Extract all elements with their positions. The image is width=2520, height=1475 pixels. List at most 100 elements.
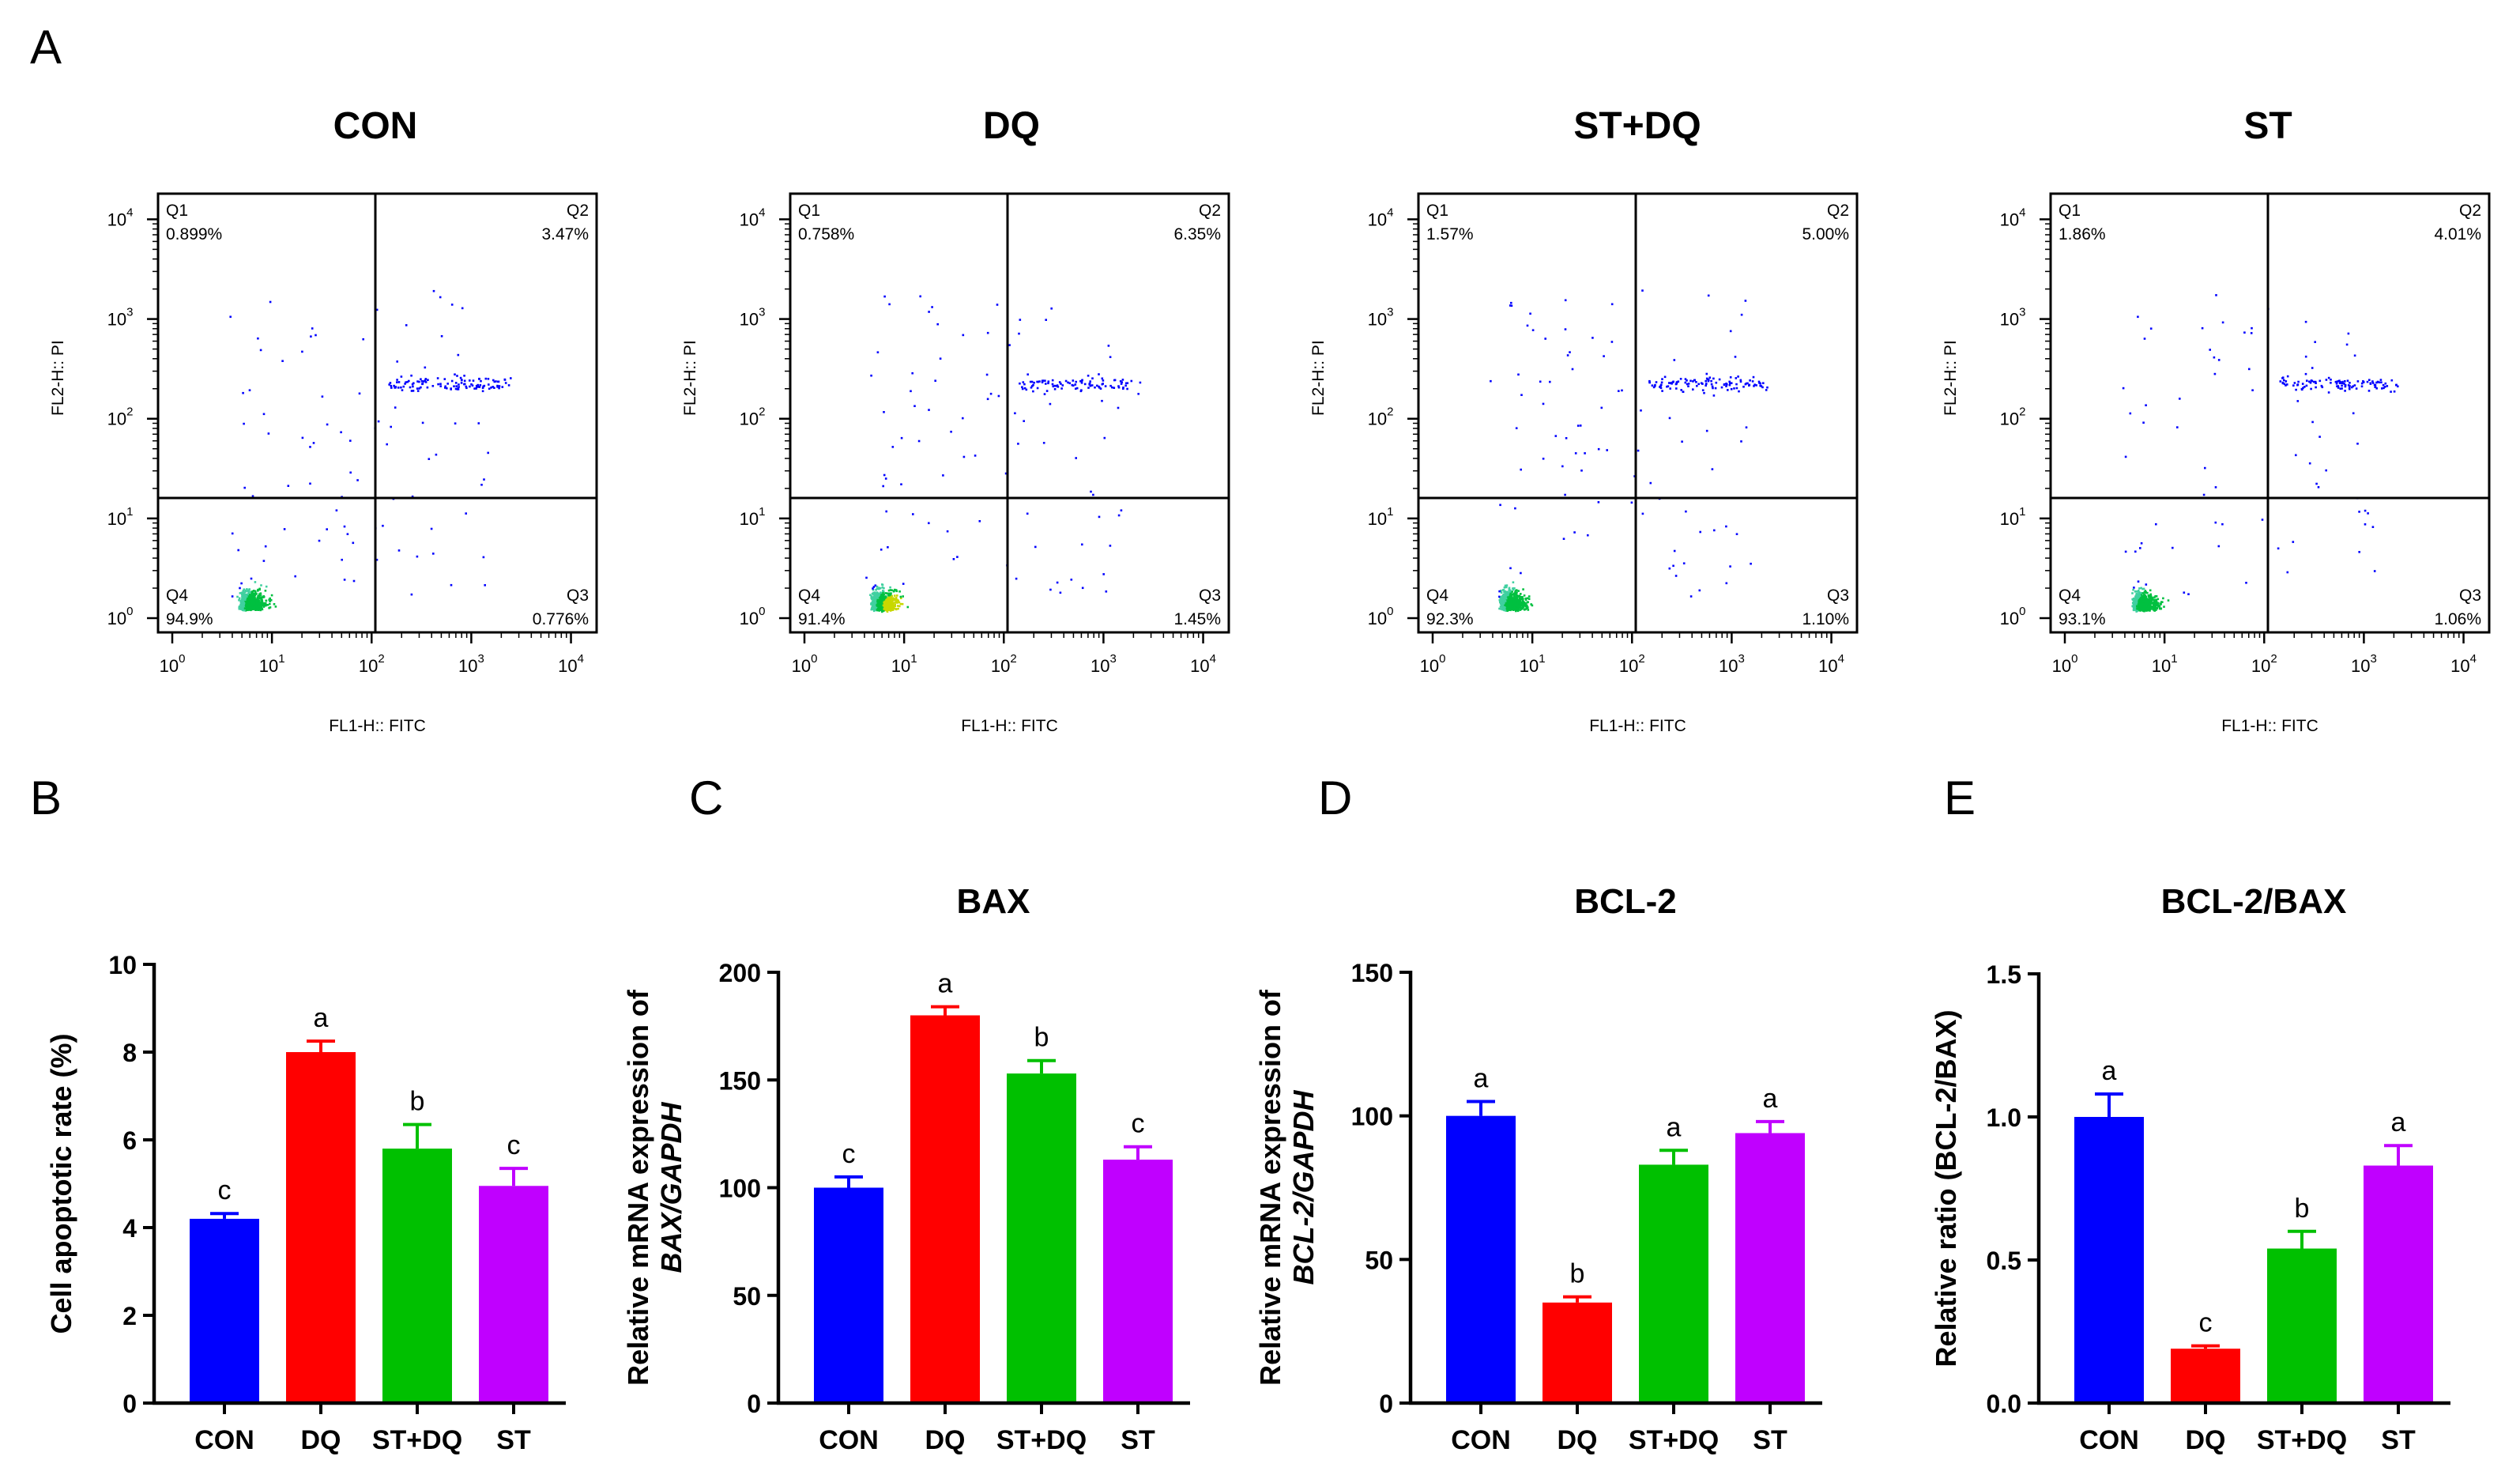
scatter-dot [2162,597,2164,600]
scatter-dot [2349,382,2351,384]
scatter-dot [884,592,887,594]
scatter-dot [902,583,905,585]
scatter-dot [1729,565,1731,568]
chart-title: BAX [957,882,1030,921]
scatter-dot [876,604,878,606]
scatter-dot [2221,321,2224,324]
scatter-dot [1098,373,1100,375]
scatter-dot [1080,379,1083,382]
bar-con [2074,1117,2144,1403]
scatter-dot [962,334,965,337]
scatter-dot [2158,607,2161,609]
scatter-dot [254,581,257,583]
scatter-dot [897,599,899,602]
scatter-dot [876,596,879,599]
scatter-dot [2122,387,2125,390]
scatter-dot [242,590,244,594]
scatter-dot [882,605,884,608]
scatter-dot [469,385,471,388]
scatter-dot [283,528,286,530]
scatter-dot [1053,384,1056,387]
y-tick-label: 104 [107,206,134,229]
scatter-dot [1760,385,1763,387]
scatter-dot [1735,533,1738,535]
y-tick-exponent: 2 [126,406,133,419]
scatter-dot [880,600,883,603]
scatter-dot [482,385,484,388]
scatter-dot [917,439,921,443]
scatter-dot [2134,601,2137,604]
scatter-dot [498,385,501,387]
y-tick-label: 0 [122,1390,137,1418]
scatter-dot [2286,571,2289,574]
scatter-dot [488,387,491,390]
scatter-dot [263,605,266,607]
scatter-dot [2338,379,2341,382]
scatter-dot [496,386,499,388]
scatter-dot [1036,387,1039,390]
scatter-dot [1091,377,1094,379]
scatter-dot [456,388,459,390]
y-tick-exponent: 0 [126,605,133,618]
scatter-dot [2213,372,2217,375]
scatter-dot [2367,390,2371,392]
x-tick-label: 101 [1520,652,1546,676]
scatter-dot [1514,590,1516,594]
scatter-dot [1569,351,1571,353]
scatter-dot [2133,587,2135,589]
scatter-dot [237,549,239,552]
scatter-dot [2375,387,2378,390]
scatter-dot [1503,607,1506,610]
scatter-dot [1511,598,1514,602]
scatter-dot [889,586,891,589]
significance-letter: a [1474,1064,1489,1094]
scatter-dot [1499,602,1502,605]
category-label: ST [2381,1425,2416,1455]
scatter-dot [2135,598,2138,602]
scatter-dot [1723,383,1726,386]
scatter-dot [1728,383,1731,387]
scatter-dot [876,592,880,595]
scatter-dot [1058,381,1061,383]
scatter-dot [2153,607,2156,610]
scatter-dot [1513,609,1516,611]
scatter-dot [1564,493,1566,496]
scatter-dot [1121,379,1124,381]
flow-panel-title: ST [2243,105,2292,147]
scatter-dot [1514,603,1517,605]
scatter-dot [311,327,314,330]
scatter-dot [1068,382,1072,385]
bar-dq [910,1015,980,1403]
scatter-dot [479,384,482,387]
scatter-dot [259,594,262,597]
scatter-dot [424,381,428,383]
y-tick-exponent: 0 [759,605,765,618]
scatter-dot [2142,607,2145,610]
category-label: DQ [1558,1425,1598,1455]
scatter-dot [2311,367,2314,369]
x-tick-label: 102 [991,652,1017,676]
scatter-dot [879,592,881,595]
scatter-dot [891,605,894,608]
bar-st-dq [1007,1073,1076,1403]
scatter-dot [873,604,876,607]
scatter-dot [262,602,265,605]
y-axis-label: Relative ratio (BCL-2/BAX) [1930,1009,1962,1367]
scatter-dot [1019,319,1022,321]
scatter-dot [1507,595,1509,598]
scatter-dot [1753,385,1755,387]
scatter-dot [989,392,993,395]
scatter-dot [1509,605,1512,608]
scatter-dot [2135,594,2138,597]
scatter-dot [1531,604,1534,607]
y-tick-label: 104 [740,206,766,229]
scatter-dot [1711,468,1714,470]
y-tick-label: 1.5 [1987,960,2021,989]
category-label: CON [819,1425,879,1455]
scatter-dot [490,387,492,389]
q3-value: 1.45% [1173,610,1221,628]
scatter-dot [942,474,944,477]
scatter-dot [2202,493,2205,496]
y-tick-exponent: 1 [2019,505,2025,519]
scatter-dot [1696,384,1698,387]
